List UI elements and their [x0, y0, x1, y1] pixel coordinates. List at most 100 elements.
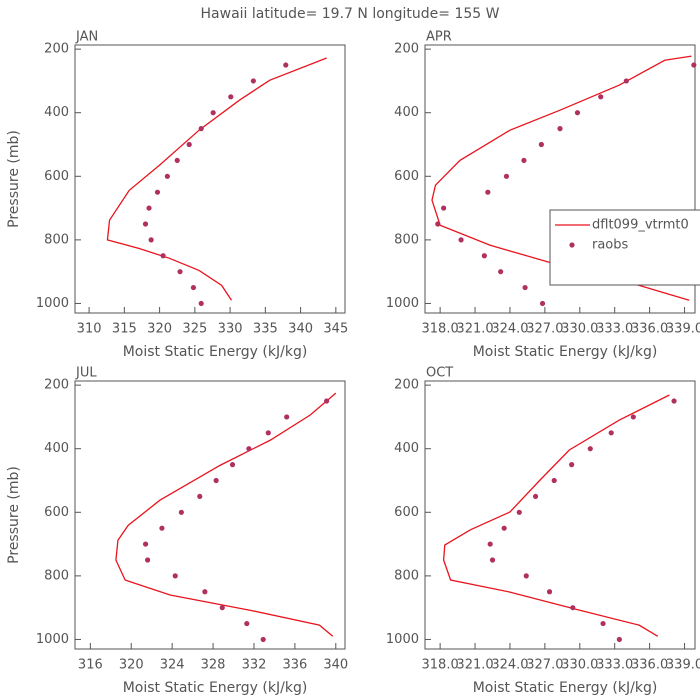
obs-point	[691, 62, 697, 68]
obs-point	[154, 189, 161, 195]
panel-label: JAN	[75, 30, 98, 45]
x-tick-label: 318.0	[422, 322, 459, 337]
y-tick-label: 400	[394, 105, 419, 120]
x-tick-label: 336.0	[631, 658, 668, 673]
x-axis-label: Moist Static Energy (kJ/kg)	[123, 344, 308, 360]
x-tick-label: 328	[201, 658, 226, 673]
x-tick-label: 332	[242, 658, 267, 673]
x-tick-label: 324	[160, 658, 185, 673]
obs-point	[600, 620, 606, 627]
obs-point	[178, 509, 184, 515]
obs-point	[569, 462, 575, 468]
y-tick-label: 400	[44, 105, 69, 120]
obs-point	[485, 189, 491, 195]
obs-point	[250, 78, 256, 84]
x-tick-label: 318.0	[422, 658, 459, 673]
obs-point	[244, 620, 250, 627]
x-tick-label: 340	[323, 658, 348, 673]
obs-point	[539, 300, 546, 307]
obs-point	[190, 284, 197, 291]
obs-point	[503, 173, 510, 179]
legend-label: dflt099_vtrmt0	[592, 218, 689, 233]
y-tick-label: 1000	[386, 296, 419, 311]
legend-swatch	[569, 242, 575, 248]
x-tick-label: 327.0	[526, 322, 563, 337]
figure-title: Hawaii latitude= 19.7 N longitude= 155 W	[201, 6, 500, 22]
obs-point	[198, 300, 204, 307]
y-tick-label: 1000	[36, 632, 69, 647]
obs-point	[587, 446, 593, 452]
obs-point	[219, 605, 225, 611]
obs-point	[142, 541, 149, 547]
y-tick-label: 400	[44, 441, 69, 456]
obs-point	[441, 205, 447, 211]
obs-point	[186, 141, 192, 148]
y-tick-label: 800	[44, 232, 69, 247]
obs-point	[551, 477, 557, 484]
x-tick-label: 330.0	[561, 658, 598, 673]
x-tick-label: 321.0	[456, 322, 493, 337]
legend-box	[549, 209, 700, 286]
obs-point	[498, 269, 504, 275]
panel-label: JUL	[75, 366, 97, 381]
x-tick-label: 333.0	[596, 658, 633, 673]
y-tick-label: 200	[394, 42, 419, 57]
x-tick-label: 327.0	[526, 658, 563, 673]
obs-point	[532, 493, 539, 500]
y-tick-label: 600	[394, 169, 419, 184]
obs-point	[160, 253, 166, 259]
plot-frame	[74, 44, 346, 314]
x-tick-label: 320	[147, 322, 172, 337]
y-axis-label: Pressure (mb)	[6, 130, 22, 228]
obs-point	[522, 284, 528, 291]
panel-label: APR	[426, 30, 452, 45]
x-tick-label: 321.0	[456, 658, 493, 673]
obs-point	[213, 477, 219, 484]
obs-point	[174, 157, 180, 164]
y-tick-label: 800	[394, 568, 419, 583]
y-tick-label: 400	[394, 441, 419, 456]
obs-point	[146, 205, 152, 211]
x-tick-label: 324.0	[491, 322, 528, 337]
x-axis-label: Moist Static Energy (kJ/kg)	[473, 344, 658, 360]
plot-frame	[424, 44, 696, 314]
y-tick-label: 600	[394, 505, 419, 520]
obs-point	[546, 589, 553, 595]
obs-point	[623, 78, 629, 84]
x-tick-label: 345	[323, 322, 348, 337]
obs-point	[229, 462, 236, 468]
obs-point	[284, 414, 290, 420]
obs-point	[458, 237, 464, 243]
y-tick-label: 200	[394, 378, 419, 393]
y-tick-label: 1000	[386, 632, 419, 647]
obs-point	[246, 446, 252, 452]
y-tick-label: 200	[44, 378, 69, 393]
x-tick-label: 340	[288, 322, 313, 337]
y-tick-label: 800	[394, 232, 419, 247]
x-tick-label: 333.0	[596, 322, 633, 337]
x-axis-label: Moist Static Energy (kJ/kg)	[123, 680, 308, 696]
obs-point	[148, 237, 154, 243]
obs-point	[671, 398, 677, 404]
obs-point	[265, 430, 271, 436]
obs-point	[481, 253, 487, 259]
obs-point	[283, 62, 289, 68]
obs-point	[202, 589, 208, 595]
obs-point	[616, 636, 622, 643]
x-tick-label: 324.0	[491, 658, 528, 673]
x-tick-label: 330.0	[561, 322, 598, 337]
y-tick-label: 600	[44, 169, 69, 184]
obs-point	[489, 557, 496, 563]
obs-point	[598, 94, 604, 100]
x-tick-label: 336	[282, 658, 307, 673]
obs-point	[145, 557, 151, 563]
obs-point	[172, 573, 178, 579]
obs-point	[210, 110, 216, 116]
x-tick-label: 325	[182, 322, 207, 337]
y-axis-label: Pressure (mb)	[6, 466, 22, 564]
obs-point	[570, 605, 576, 611]
obs-point	[142, 221, 149, 227]
obs-point	[435, 221, 441, 227]
x-tick-label: 335	[253, 322, 278, 337]
